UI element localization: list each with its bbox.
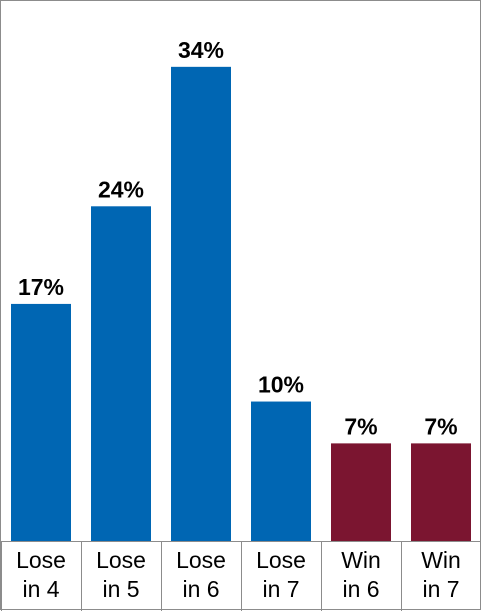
category-label-0-line-0: Lose [16,547,66,573]
category-label-2-line-0: Lose [176,547,226,573]
value-label-0: 17% [18,274,64,300]
value-label-4: 7% [344,413,377,439]
category-label-5-line-0: Win [421,547,461,573]
category-label-4-line-0: Win [341,547,381,573]
category-label-0-line-1: in 4 [22,576,59,602]
value-label-5: 7% [424,413,457,439]
bar-1 [91,206,151,541]
bar-4 [331,443,391,541]
category-label-3-line-1: in 7 [262,576,299,602]
category-label-3-line-0: Lose [256,547,306,573]
bar-5 [411,443,471,541]
category-label-4-line-1: in 6 [342,576,379,602]
bar-0 [11,303,71,541]
category-label-5-line-1: in 7 [422,576,459,602]
category-label-2-line-1: in 6 [182,576,219,602]
value-label-1: 24% [98,176,144,202]
value-labels-group: 17% 24% 34% 10% 7% 7% [18,37,458,440]
bars-group [11,66,471,542]
value-label-2: 34% [178,37,224,63]
value-label-3: 10% [258,372,304,398]
x-axis [1,541,481,611]
bar-2 [171,66,231,542]
category-label-1-line-1: in 5 [102,576,139,602]
category-labels-group: Lose in 4 Lose in 5 Lose in 6 Lose in 7 Win in 6 W… [16,547,461,602]
bar-3 [251,401,311,541]
category-label-1-line-0: Lose [96,547,146,573]
